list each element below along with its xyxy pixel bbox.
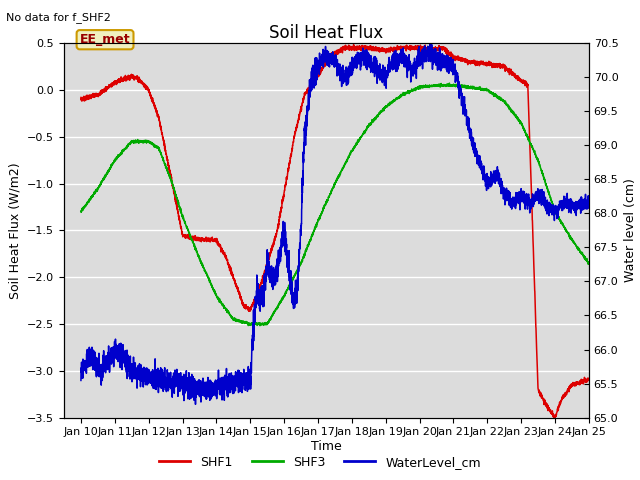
X-axis label: Time: Time [311,440,342,453]
Text: EE_met: EE_met [80,33,131,46]
Y-axis label: Soil Heat Flux (W/m2): Soil Heat Flux (W/m2) [8,162,22,299]
Title: Soil Heat Flux: Soil Heat Flux [269,24,383,42]
Text: No data for f_SHF2: No data for f_SHF2 [6,12,111,23]
Y-axis label: Water level (cm): Water level (cm) [624,179,637,282]
Legend: SHF1, SHF3, WaterLevel_cm: SHF1, SHF3, WaterLevel_cm [154,451,486,474]
